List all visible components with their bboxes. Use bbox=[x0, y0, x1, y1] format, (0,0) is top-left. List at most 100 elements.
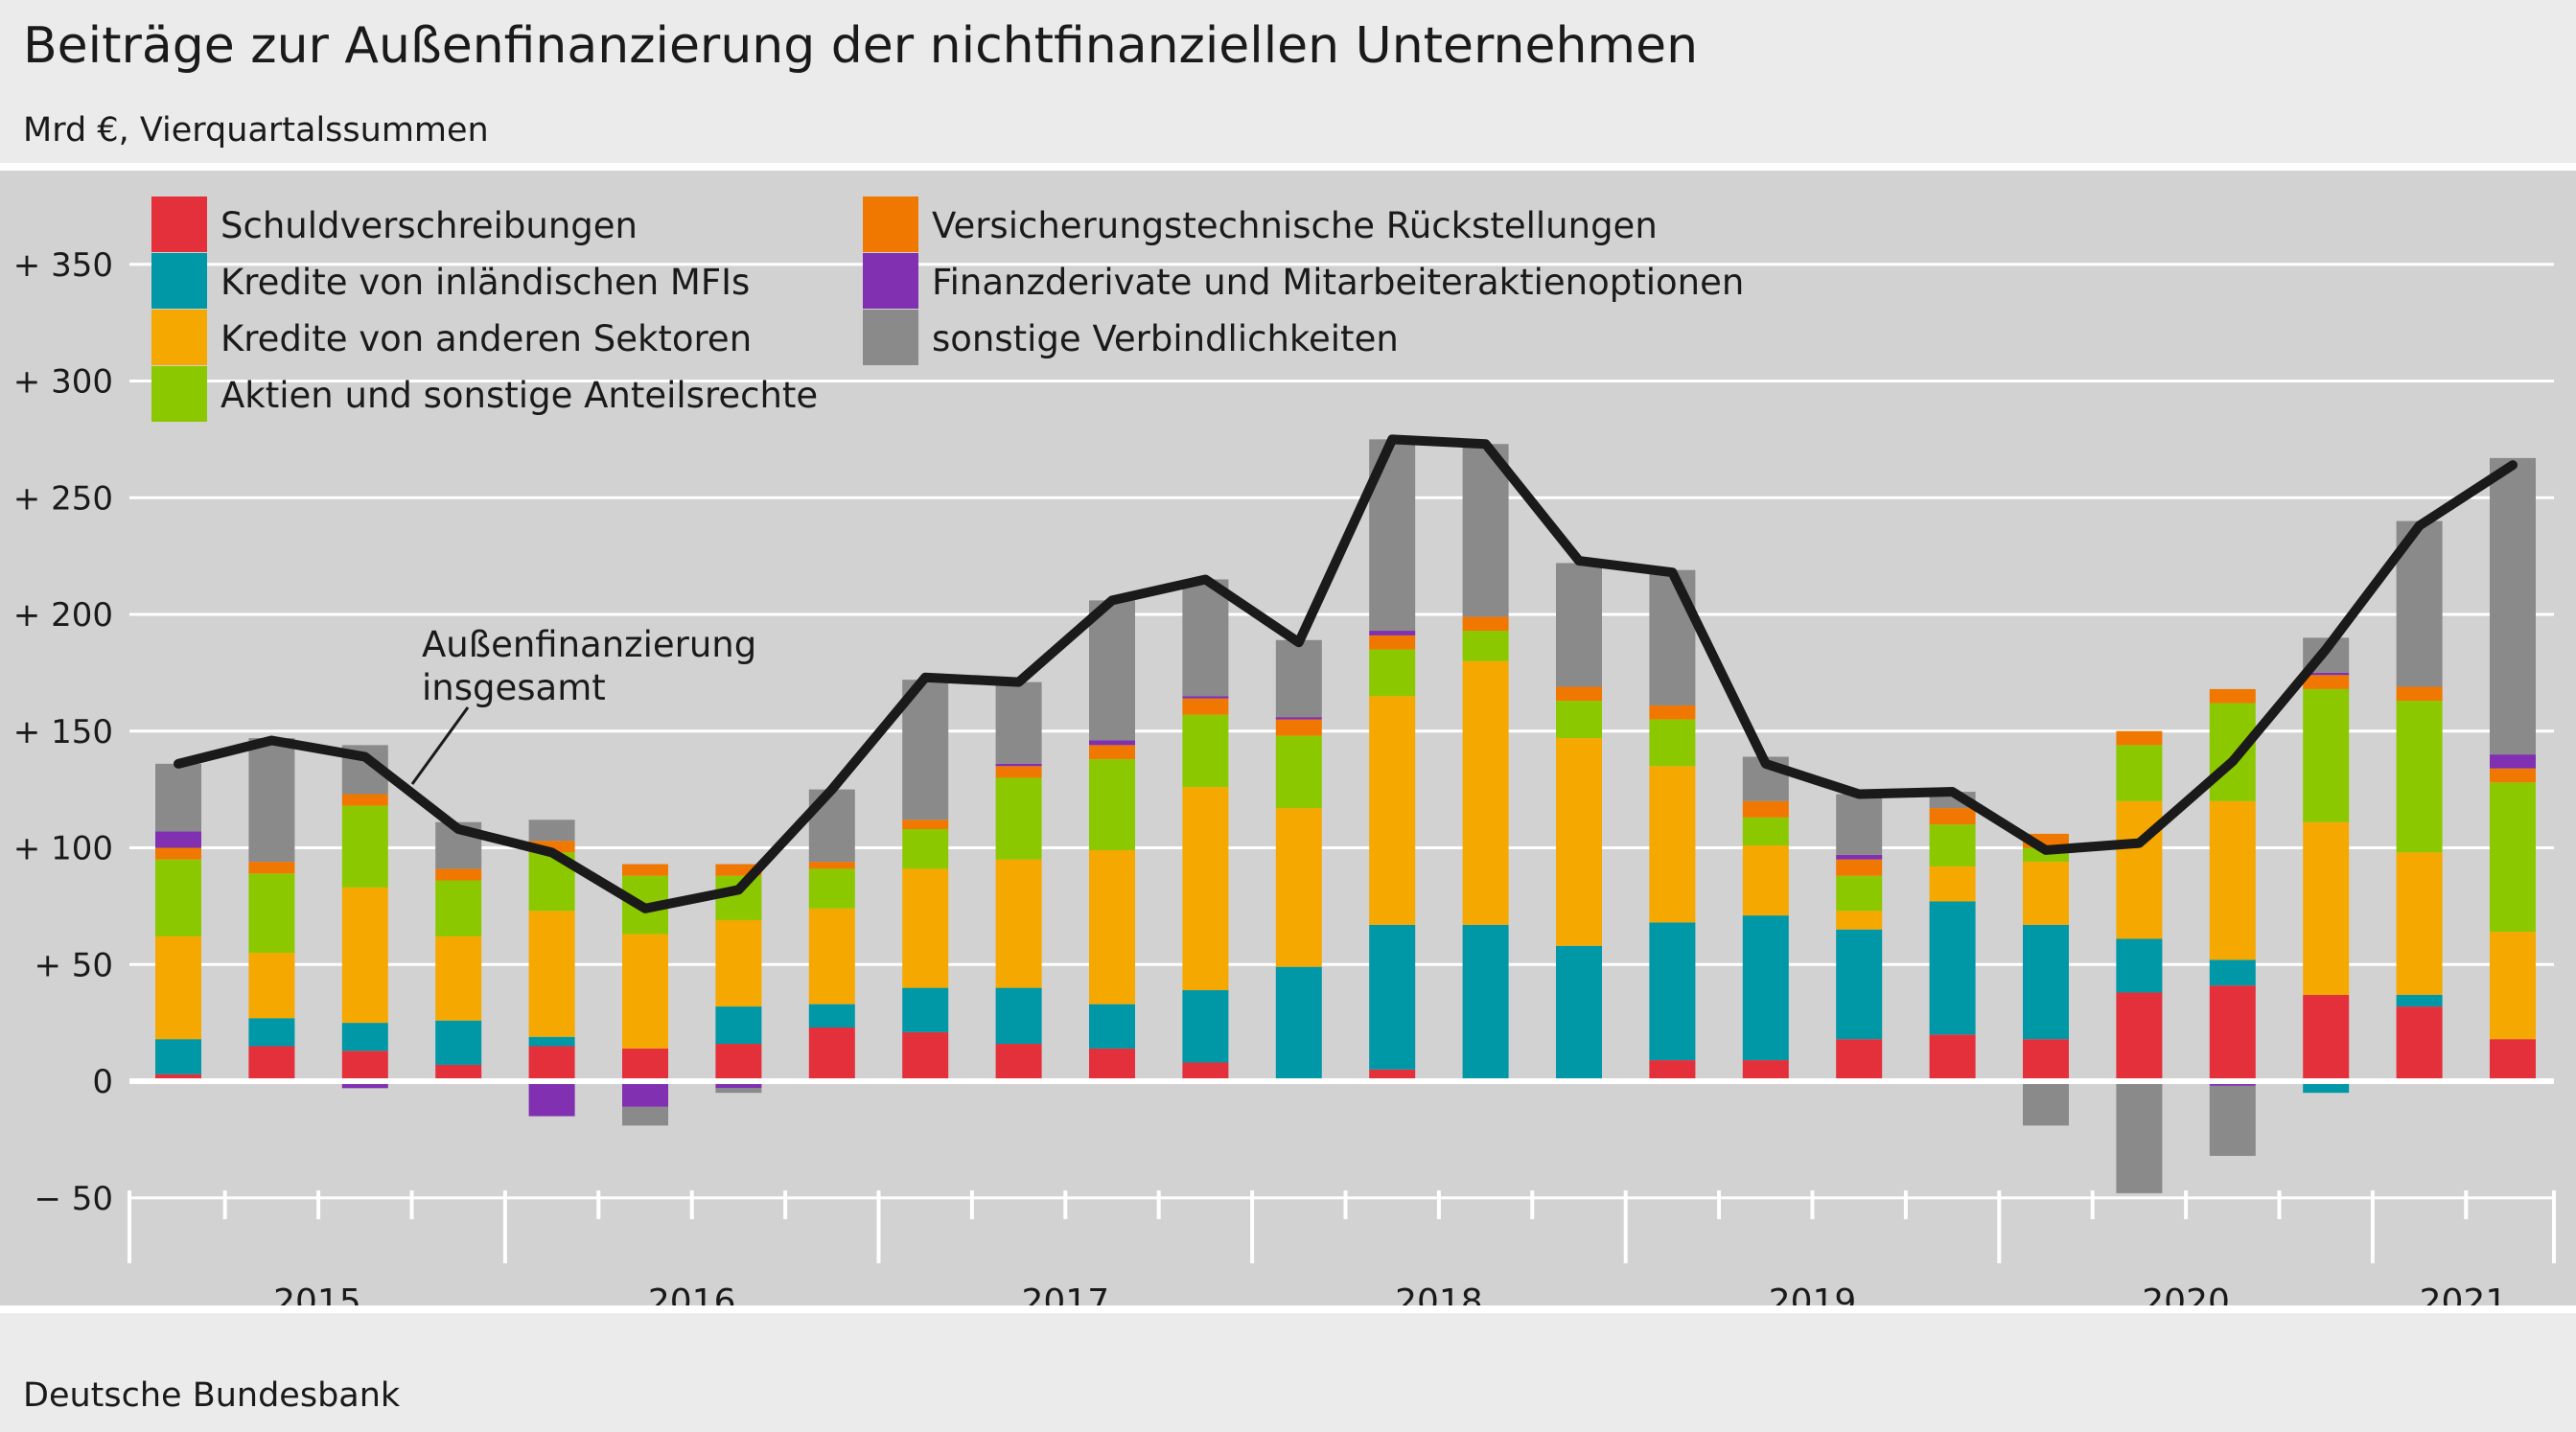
bar-segment bbox=[248, 1046, 295, 1081]
bar-segment bbox=[1929, 866, 1976, 902]
bar-segment bbox=[1836, 794, 1883, 855]
bar-segment bbox=[1369, 649, 1416, 697]
bar-segment bbox=[715, 1088, 762, 1094]
bar-segment bbox=[2209, 800, 2256, 960]
y-tick-label: + 200 bbox=[13, 596, 113, 635]
y-tick-label: − 50 bbox=[34, 1180, 113, 1218]
bar-segment bbox=[155, 1074, 201, 1081]
bar-segment bbox=[2023, 1081, 2069, 1126]
bar-segment bbox=[2116, 938, 2163, 993]
bar-segment bbox=[995, 763, 1042, 767]
bar-segment bbox=[1649, 719, 1696, 767]
bar-segment bbox=[622, 864, 668, 876]
bar-segment bbox=[1089, 849, 1135, 1005]
bar-segment bbox=[2490, 782, 2536, 933]
bar-segment bbox=[1369, 631, 1416, 635]
bar-segment bbox=[2209, 1085, 2256, 1156]
bar-segment bbox=[902, 868, 949, 988]
bar-segment bbox=[995, 681, 1042, 764]
bar-segment bbox=[2023, 862, 2069, 925]
bar-segment bbox=[1462, 616, 1509, 632]
bar-segment bbox=[1929, 824, 1976, 866]
legend-swatch bbox=[863, 253, 918, 309]
bar-segment bbox=[2490, 1039, 2536, 1081]
bar-segment bbox=[435, 880, 482, 937]
bar-segment bbox=[902, 829, 949, 869]
year-label: 2015 bbox=[273, 1282, 361, 1305]
bars bbox=[155, 439, 2536, 1193]
bar-segment bbox=[155, 763, 201, 832]
bar-segment bbox=[1462, 444, 1509, 617]
bar-segment bbox=[1556, 563, 1602, 687]
bar-segment bbox=[341, 805, 388, 888]
bar-segment bbox=[1089, 758, 1135, 850]
bar-segment bbox=[528, 1081, 575, 1117]
year-label: 2018 bbox=[1395, 1282, 1483, 1305]
bar-segment bbox=[1742, 817, 1789, 846]
bar-segment bbox=[902, 1031, 949, 1081]
bar-segment bbox=[1836, 1039, 1883, 1081]
bar-segment bbox=[248, 953, 295, 1019]
bar-segment bbox=[2209, 985, 2256, 1081]
legend-label: Schuldverschreibungen bbox=[220, 205, 638, 246]
bar-segment bbox=[902, 820, 949, 830]
bar-segment bbox=[1182, 990, 1229, 1063]
legend-label: Aktien und sonstige Anteilsrechte bbox=[220, 375, 818, 416]
year-label: 2019 bbox=[1769, 1282, 1857, 1305]
bar-segment bbox=[2116, 800, 2163, 939]
bar-segment bbox=[1649, 766, 1696, 923]
bar-segment bbox=[1182, 579, 1229, 697]
bar-segment bbox=[1742, 915, 1789, 1061]
bar-segment bbox=[1929, 901, 1976, 1035]
legend-swatch bbox=[151, 196, 207, 252]
bar-segment bbox=[622, 1081, 668, 1107]
bar-segment bbox=[1275, 717, 1322, 720]
year-label: 2017 bbox=[1021, 1282, 1109, 1305]
legend-swatch bbox=[151, 366, 207, 422]
bar-segment bbox=[1089, 1004, 1135, 1049]
bar-segment bbox=[808, 1027, 855, 1081]
bar-segment bbox=[1275, 735, 1322, 809]
bar-segment bbox=[715, 919, 762, 1007]
bar-segment bbox=[995, 1044, 1042, 1081]
axes: + 350 + 300 + 250 + 200 + 150 + 100 + 50 0 − 50 2… bbox=[13, 246, 2556, 1305]
bar-segment bbox=[435, 868, 482, 881]
bar-segment bbox=[1089, 740, 1135, 746]
y-tick-label: + 250 bbox=[13, 479, 113, 518]
bar-segment bbox=[2116, 992, 2163, 1081]
bar-segment bbox=[248, 862, 295, 874]
legend-swatch bbox=[863, 196, 918, 252]
bar-segment bbox=[2209, 688, 2256, 704]
bar-segment bbox=[341, 887, 388, 1024]
bar-segment bbox=[1182, 698, 1229, 715]
bar-segment bbox=[1089, 600, 1135, 741]
bar-segment bbox=[2303, 672, 2350, 676]
bar-segment bbox=[1649, 569, 1696, 705]
legend-label: Kredite von inländischen MFIs bbox=[220, 262, 750, 303]
bar-segment bbox=[1462, 631, 1509, 661]
bar-segment bbox=[1556, 701, 1602, 739]
bar-segment bbox=[995, 987, 1042, 1045]
chart-subtitle: Mrd €, Vierquartalssummen bbox=[23, 111, 489, 150]
bar-segment bbox=[248, 738, 295, 863]
bar-segment bbox=[1182, 714, 1229, 788]
bar-segment bbox=[1836, 911, 1883, 930]
bar-segment bbox=[1649, 1060, 1696, 1081]
y-tick-label: + 350 bbox=[13, 246, 113, 285]
chart-svg: + 350 + 300 + 250 + 200 + 150 + 100 + 50 0 − 50 2… bbox=[13, 196, 2556, 1305]
year-label: 2020 bbox=[2142, 1282, 2230, 1305]
bar-segment bbox=[1836, 854, 1883, 860]
bar-segment bbox=[341, 794, 388, 806]
bar-segment bbox=[528, 911, 575, 1037]
bar-segment bbox=[715, 1044, 762, 1081]
bar-segment bbox=[715, 1006, 762, 1045]
bar-segment bbox=[2116, 745, 2163, 801]
y-tick-label: 0 bbox=[92, 1063, 113, 1101]
year-label: 2021 bbox=[2420, 1282, 2508, 1305]
bar-segment bbox=[2023, 924, 2069, 1040]
bar-segment bbox=[2490, 932, 2536, 1040]
bar-segment bbox=[1556, 686, 1602, 702]
bar-segment bbox=[1462, 660, 1509, 925]
bar-segment bbox=[808, 868, 855, 909]
bar-segment bbox=[341, 1051, 388, 1081]
